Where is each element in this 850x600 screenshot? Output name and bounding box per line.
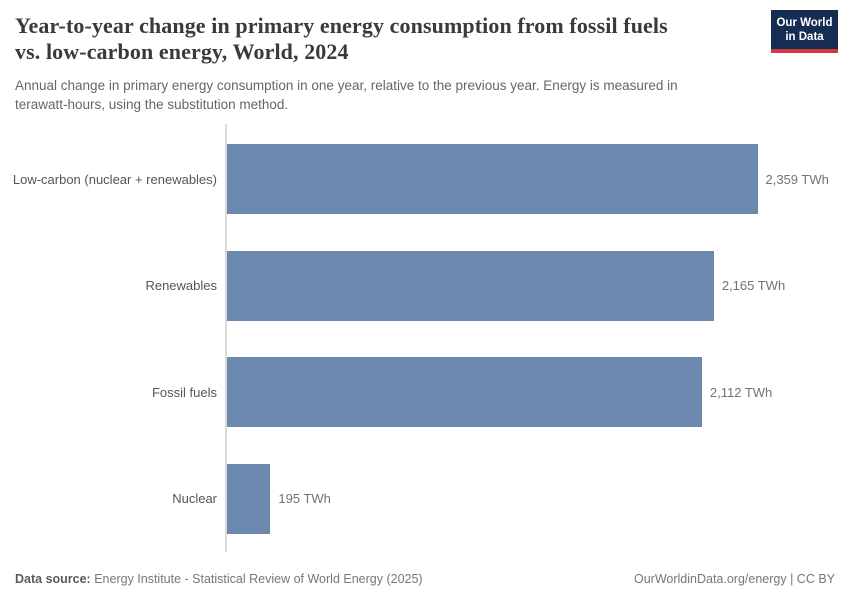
value-label: 195 TWh [278, 491, 331, 506]
category-label: Fossil fuels [151, 384, 217, 400]
chart-subtitle: Annual change in primary energy consumpt… [15, 76, 760, 114]
bar-low-carbon-nuclear-renewables[interactable] [226, 144, 758, 214]
owid-logo-line1: Our World [776, 17, 833, 29]
owid-logo: Our World in Data [771, 10, 838, 53]
chart-subtitle-line2: terawatt-hours, using the substitution m… [15, 97, 289, 112]
owid-logo-line2: in Data [785, 31, 824, 43]
value-label: 2,165 TWh [721, 278, 786, 293]
chart-title-line1: Year-to-year change in primary energy co… [15, 13, 668, 38]
chart-title-line2: vs. low-carbon energy, World, 2024 [15, 39, 349, 64]
bar-chart: Low-carbon (nuclear + renewables) 2,359 T… [0, 122, 850, 554]
data-source-text: Energy Institute - Statistical Review of… [90, 572, 423, 586]
chart-header: Year-to-year change in primary energy co… [15, 13, 760, 114]
bar-row: Nuclear 195 TWh [0, 463, 850, 534]
category-label: Nuclear [172, 491, 217, 506]
bar-row: Low-carbon (nuclear + renewables) 2,359 T… [0, 144, 850, 214]
bar-row: Fossil fuels 2,112 TWh [0, 357, 850, 427]
value-label: 2,359 TWh [765, 171, 829, 187]
value-label: 2,112 TWh [709, 384, 773, 400]
chart-footer: Data source: Energy Institute - Statisti… [15, 569, 835, 589]
data-source-label: Data source: [15, 572, 91, 586]
category-label: Renewables [145, 278, 217, 293]
bar-renewables[interactable] [226, 250, 714, 321]
bar-fossil-fuels[interactable] [226, 357, 702, 427]
bar-row: Renewables 2,165 TWh [0, 250, 850, 321]
data-source: Data source: Energy Institute - Statisti… [15, 572, 423, 586]
y-axis-line [225, 124, 227, 552]
credit-link[interactable]: OurWorldinData.org/energy | CC BY [633, 572, 835, 586]
chart-title: Year-to-year change in primary energy co… [15, 13, 760, 65]
bar-nuclear[interactable] [226, 463, 271, 534]
chart-subtitle-line1: Annual change in primary energy consumpt… [15, 78, 678, 93]
category-label: Low-carbon (nuclear + renewables) [12, 171, 217, 187]
owid-logo-red-bar [771, 49, 838, 53]
